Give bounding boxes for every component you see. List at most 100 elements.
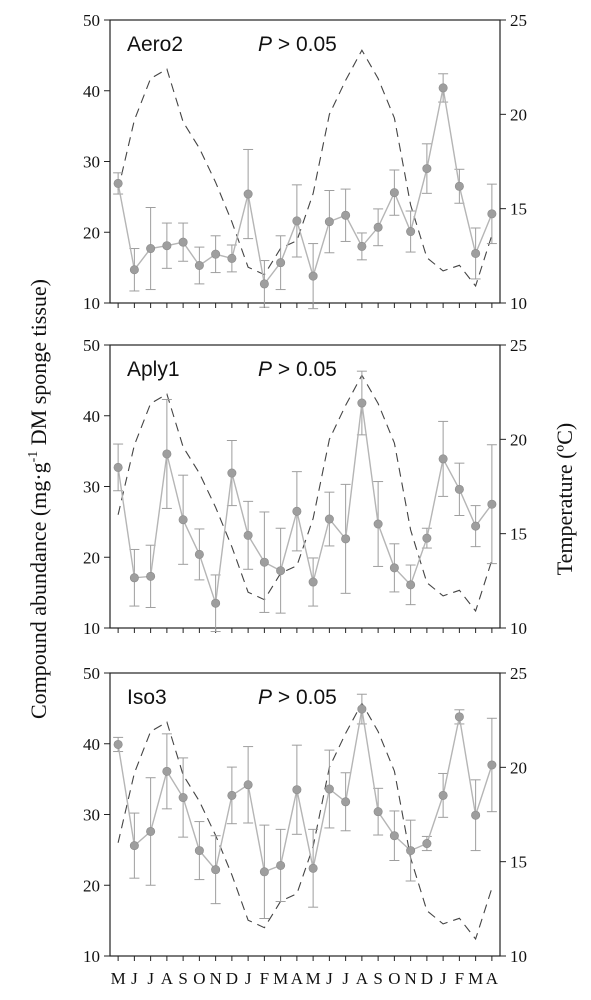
compound-point (324, 514, 334, 524)
compound-point (194, 846, 204, 856)
x-tick-label: M (468, 969, 483, 988)
compound-point (292, 216, 302, 226)
temperature-line (117, 702, 493, 941)
compound-point (227, 790, 237, 800)
left-tick-label: 40 (83, 735, 100, 754)
x-tick-label: S (373, 969, 382, 988)
x-tick-label: A (486, 969, 499, 988)
x-tick-label: J (326, 969, 333, 988)
compound-point (211, 598, 221, 608)
compound-point (471, 248, 481, 258)
right-tick-label: 15 (510, 200, 527, 219)
compound-point (373, 807, 383, 817)
compound-line (117, 402, 493, 604)
panel-label: Aero2 (127, 33, 183, 56)
plot-frame (109, 672, 501, 957)
p-threshold: > 0.05 (272, 358, 337, 381)
compound-point (341, 534, 351, 544)
x-tick-label: A (291, 969, 304, 988)
panels: 10 20 30 40 50 10 15 20 25 Aero2 P > 0.05 10 20 30 40 5… (83, 11, 527, 988)
right-tick-label: 10 (510, 619, 527, 638)
right-tick-label: 10 (510, 294, 527, 313)
compound-point (113, 178, 123, 188)
compound-point (406, 227, 416, 237)
compound-point (373, 519, 383, 529)
compound-point (422, 164, 432, 174)
x-tick-label: F (260, 969, 269, 988)
compound-point (129, 841, 139, 851)
compound-point (292, 506, 302, 516)
compound-point (146, 244, 156, 254)
right-tick-label: 20 (510, 430, 527, 449)
panel-aply1: 10 20 30 40 50 10 15 20 25 Aply1 P > 0.05 (83, 336, 527, 638)
right-tick-label: 20 (510, 758, 527, 777)
left-tick-label: 40 (83, 82, 100, 101)
compound-point (162, 449, 172, 459)
compound-point (324, 784, 334, 794)
compound-point (487, 499, 497, 509)
x-tick-label: J (342, 969, 349, 988)
left-axis-title: Compound abundance (mg·g-1 DM sponge tis… (26, 279, 51, 719)
left-axis-title-tail: DM sponge tissue) (26, 279, 51, 451)
compound-point (454, 484, 464, 494)
compound-point (227, 253, 237, 263)
compound-point (292, 785, 302, 795)
compound-point (341, 210, 351, 220)
left-tick-label: 20 (83, 548, 100, 567)
compound-point (178, 237, 188, 247)
x-tick-label: J (245, 969, 252, 988)
compound-point (454, 712, 464, 722)
compound-point (389, 831, 399, 841)
compound-point (357, 241, 367, 251)
compound-point (438, 790, 448, 800)
compound-point (308, 577, 318, 587)
temperature-line (117, 374, 493, 613)
compound-point (471, 810, 481, 820)
compound-point (438, 454, 448, 464)
p-value-text: P > 0.05 (258, 686, 337, 709)
x-tick-label: D (421, 969, 433, 988)
x-tick-label: O (388, 969, 400, 988)
x-tick-label: M (111, 969, 126, 988)
plot-frame (109, 344, 501, 629)
panel-aero2: 10 20 30 40 50 10 15 20 25 Aero2 P > 0.05 (83, 11, 527, 313)
x-tick-label: A (161, 969, 174, 988)
x-tick-label: F (455, 969, 464, 988)
left-tick-label: 50 (83, 11, 100, 30)
compound-point (276, 258, 286, 268)
p-threshold: > 0.05 (272, 33, 337, 56)
compound-point (243, 189, 253, 199)
compound-point (406, 846, 416, 856)
compound-point (422, 533, 432, 543)
right-axis-title: Temperature (ºC) (552, 423, 577, 576)
compound-point (211, 249, 221, 259)
left-tick-label: 40 (83, 407, 100, 426)
compound-point (243, 530, 253, 540)
compound-point (259, 279, 269, 289)
left-axis-title-superscript: -1 (26, 451, 41, 463)
compound-point (308, 271, 318, 281)
left-tick-label: 10 (83, 947, 100, 966)
compound-point (113, 462, 123, 472)
compound-point (129, 573, 139, 583)
p-symbol: P (258, 33, 272, 56)
compound-point (259, 557, 269, 567)
right-tick-label: 15 (510, 525, 527, 544)
right-tick-label: 25 (510, 11, 527, 30)
compound-point (373, 222, 383, 232)
compound-point (194, 261, 204, 271)
left-axis-title-main: Compound abundance (mg·g (26, 462, 51, 719)
right-tick-label: 15 (510, 853, 527, 872)
x-tick-label: J (147, 969, 154, 988)
compound-point (357, 398, 367, 408)
compound-point (389, 563, 399, 573)
compound-point (211, 865, 221, 875)
x-tick-label: M (306, 969, 321, 988)
compound-point (146, 826, 156, 836)
compound-point (341, 797, 351, 807)
compound-point (454, 181, 464, 191)
compound-point (471, 521, 481, 531)
compound-point (259, 867, 269, 877)
left-tick-label: 10 (83, 619, 100, 638)
x-tick-label: J (440, 969, 447, 988)
